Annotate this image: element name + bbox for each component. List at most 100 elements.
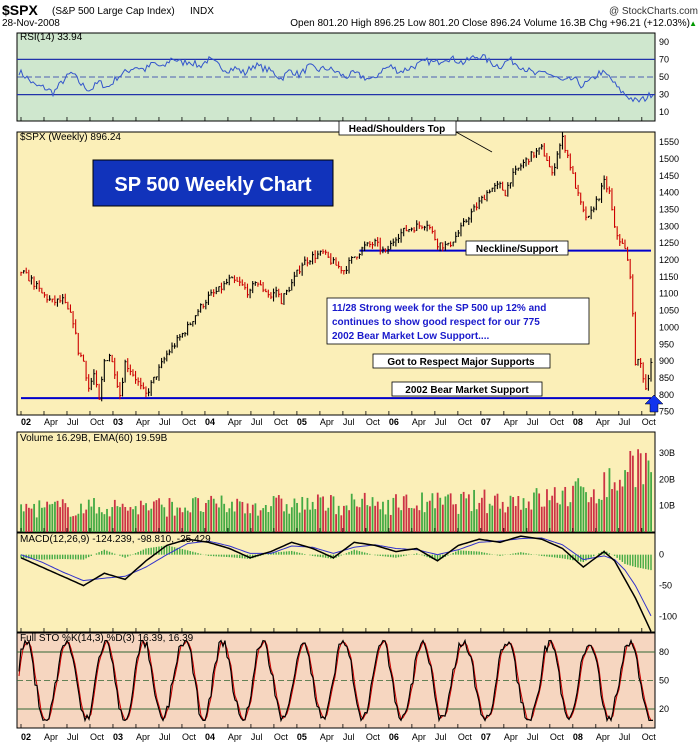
volume-bar <box>364 493 366 532</box>
macd-histogram-bar <box>49 555 50 560</box>
price-x-tick: Jul <box>159 417 171 427</box>
volume-bar <box>356 506 358 532</box>
price-tick: 1000 <box>659 322 679 332</box>
volume-bar <box>114 500 116 532</box>
macd-histogram-bar <box>484 553 485 555</box>
volume-bar <box>538 493 540 532</box>
macd-histogram-bar <box>72 555 73 560</box>
price-tick: 800 <box>659 390 674 400</box>
macd-histogram-bar <box>33 555 34 559</box>
volume-bar <box>333 496 335 532</box>
macd-histogram-bar <box>281 552 282 555</box>
volume-bar <box>377 502 379 532</box>
macd-histogram-bar <box>106 551 107 555</box>
volume-bar <box>439 498 441 532</box>
volume-bar <box>575 481 577 532</box>
macd-histogram-bar <box>54 555 55 560</box>
macd-histogram-bar <box>44 555 45 560</box>
volume-bar <box>153 501 155 532</box>
volume-bar <box>632 456 634 532</box>
volume-bar <box>148 510 150 532</box>
volume-bar <box>491 506 493 532</box>
bottom-x-tick: Apr <box>320 732 334 742</box>
volume-bar <box>382 502 384 532</box>
volume-bar <box>351 494 353 532</box>
volume-bar <box>642 484 644 532</box>
price-tick: 1350 <box>659 204 679 214</box>
volume-bar <box>606 497 608 532</box>
volume-bar <box>161 505 163 532</box>
volume-bar <box>635 487 637 532</box>
volume-bar <box>468 494 470 532</box>
price-tick: 950 <box>659 339 674 349</box>
macd-histogram-bar <box>184 550 185 555</box>
price-x-tick: 02 <box>21 417 31 427</box>
volume-bar <box>614 482 616 532</box>
volume-bar <box>288 514 290 532</box>
volume-bar <box>184 508 186 532</box>
volume-bar <box>624 470 626 532</box>
volume-bar <box>567 506 569 532</box>
sto-tick: 50 <box>659 676 669 686</box>
volume-bar <box>473 490 475 532</box>
macd-histogram-bar <box>348 552 349 555</box>
volume-bar <box>23 511 25 532</box>
macd-histogram-bar <box>101 551 102 555</box>
volume-bar <box>361 499 363 532</box>
bottom-x-tick: Oct <box>274 732 289 742</box>
rsi-tick: 70 <box>659 54 669 64</box>
macd-histogram-bar <box>523 553 524 555</box>
volume-bar <box>202 512 204 532</box>
volume-bar <box>478 503 480 532</box>
macd-histogram-bar <box>481 552 482 555</box>
macd-histogram-bar <box>223 555 224 557</box>
volume-bar <box>403 496 405 532</box>
price-x-tick: Jul <box>619 417 631 427</box>
macd-histogram-bar <box>403 555 404 556</box>
volume-bar <box>481 498 483 532</box>
volume-bar <box>387 500 389 532</box>
sto-tick: 80 <box>659 647 669 657</box>
volume-bar <box>33 504 35 532</box>
volume-bar <box>304 510 306 532</box>
macd-histogram-bar <box>367 553 368 554</box>
volume-bar <box>124 507 126 532</box>
volume-bar <box>93 498 95 532</box>
volume-bar <box>20 504 22 532</box>
volume-bar <box>268 512 270 532</box>
macd-histogram-bar <box>468 551 469 555</box>
sto-label: Full STO %K(14,3) %D(3) 16.39, 16.39 <box>20 633 194 644</box>
volume-bar <box>221 496 223 532</box>
volume-bar <box>447 495 449 532</box>
volume-bar <box>205 503 207 532</box>
volume-bar <box>260 510 262 532</box>
sto-tick: 20 <box>659 704 669 714</box>
volume-bar <box>379 509 381 532</box>
volume-bar <box>322 496 324 532</box>
volume-bar <box>59 507 61 532</box>
volume-bar <box>452 504 454 532</box>
volume-bar <box>424 512 426 532</box>
volume-bar <box>619 480 621 532</box>
volume-bar <box>130 507 132 532</box>
macd-histogram-bar <box>41 555 42 560</box>
bottom-x-tick: Oct <box>550 732 565 742</box>
volume-bar <box>338 506 340 532</box>
macd-histogram-bar <box>354 550 355 555</box>
volume-bar <box>372 497 374 532</box>
volume-bar <box>572 486 574 532</box>
macd-histogram-bar <box>637 555 638 568</box>
price-x-tick: 03 <box>113 417 123 427</box>
bottom-x-tick: 07 <box>481 732 491 742</box>
neckline-label: Neckline/Support <box>476 244 559 255</box>
volume-bar <box>46 502 48 532</box>
price-x-tick: 04 <box>205 417 215 427</box>
price-x-tick: Oct <box>366 417 381 427</box>
bottom-x-tick: Jul <box>435 732 447 742</box>
volume-bar <box>622 486 624 532</box>
volume-bar <box>528 501 530 532</box>
volume-bar <box>41 508 43 532</box>
volume-bar <box>189 512 191 532</box>
bottom-x-tick: Oct <box>366 732 381 742</box>
